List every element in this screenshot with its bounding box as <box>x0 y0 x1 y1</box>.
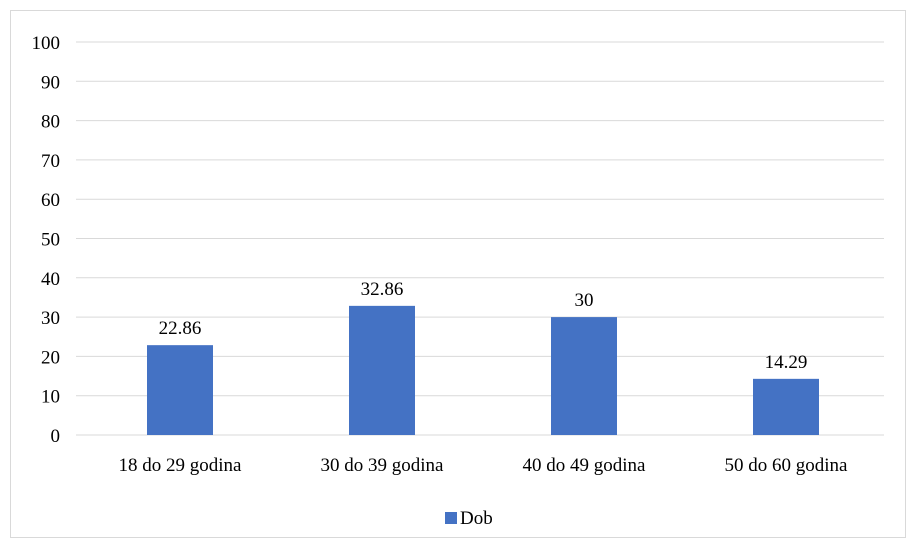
legend-label: Dob <box>460 508 493 529</box>
y-tick-label: 70 <box>41 151 60 172</box>
data-label: 14.29 <box>765 352 808 373</box>
bars <box>147 305 819 435</box>
data-labels: 22.86 32.86 30 14.29 <box>159 279 808 373</box>
data-label: 30 <box>575 290 594 311</box>
bar <box>551 317 617 435</box>
y-tick-label: 90 <box>41 72 60 93</box>
bar <box>147 345 213 435</box>
bar <box>753 378 819 435</box>
legend-swatch <box>445 512 457 524</box>
y-tick-label: 40 <box>41 269 60 290</box>
category-label: 18 do 29 godina <box>119 455 243 476</box>
bar <box>349 305 415 435</box>
x-axis-categories: 18 do 29 godina 30 do 39 godina 40 do 49 g… <box>119 455 849 476</box>
y-tick-label: 100 <box>32 33 61 54</box>
y-tick-label: 50 <box>41 230 60 251</box>
chart-frame <box>10 10 906 538</box>
y-tick-label: 0 <box>51 426 61 447</box>
category-label: 40 do 49 godina <box>523 455 647 476</box>
y-axis-ticks: 0 10 20 30 40 50 60 70 80 90 100 <box>32 33 61 447</box>
y-tick-label: 80 <box>41 112 60 133</box>
y-tick-label: 10 <box>41 387 60 408</box>
data-label: 32.86 <box>361 279 404 300</box>
y-tick-label: 30 <box>41 308 60 329</box>
category-label: 30 do 39 godina <box>321 455 445 476</box>
y-tick-label: 20 <box>41 347 60 368</box>
data-label: 22.86 <box>159 318 202 339</box>
category-label: 50 do 60 godina <box>725 455 849 476</box>
y-tick-label: 60 <box>41 190 60 211</box>
legend: Dob <box>445 508 493 529</box>
